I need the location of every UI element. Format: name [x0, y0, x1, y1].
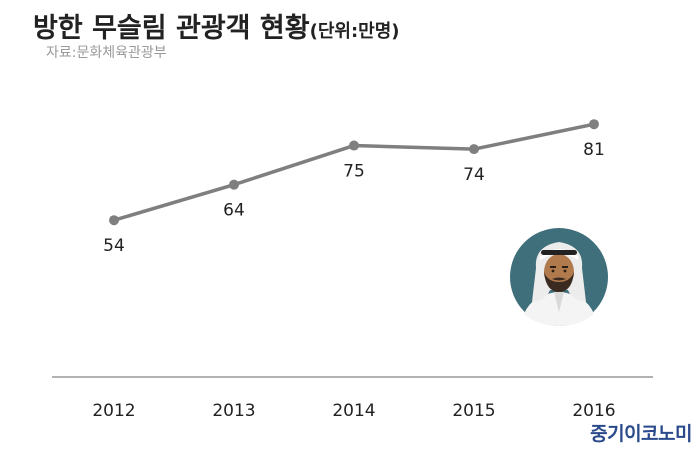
data-point	[229, 179, 239, 190]
x-tick-labels: 2012 2013 2014 2015 2016	[92, 401, 615, 421]
title-row: 방한 무슬림 관광객 현황(단위:만명)	[33, 6, 400, 45]
data-label: 74	[463, 165, 485, 185]
muslim-man-avatar-icon	[510, 228, 608, 326]
data-point	[109, 215, 119, 226]
data-label: 64	[223, 201, 245, 221]
data-points: 54 64 75 74 81	[103, 119, 605, 256]
data-point	[349, 140, 359, 151]
unit-label: (단위:만명)	[309, 21, 400, 42]
x-tick-label: 2015	[452, 401, 495, 421]
data-label: 81	[583, 140, 605, 160]
data-point	[469, 144, 479, 155]
brand-logo: 중기이코노미	[590, 423, 692, 445]
data-label: 75	[343, 162, 365, 182]
x-tick-label: 2014	[332, 401, 375, 421]
x-tick-label: 2012	[92, 401, 135, 421]
source-label: 자료:문화체육관광부	[46, 45, 167, 61]
x-tick-label: 2016	[572, 401, 615, 421]
x-tick-label: 2013	[212, 401, 255, 421]
data-point	[589, 119, 599, 130]
chart-title: 방한 무슬림 관광객 현황	[33, 13, 310, 44]
data-label: 54	[103, 236, 125, 256]
